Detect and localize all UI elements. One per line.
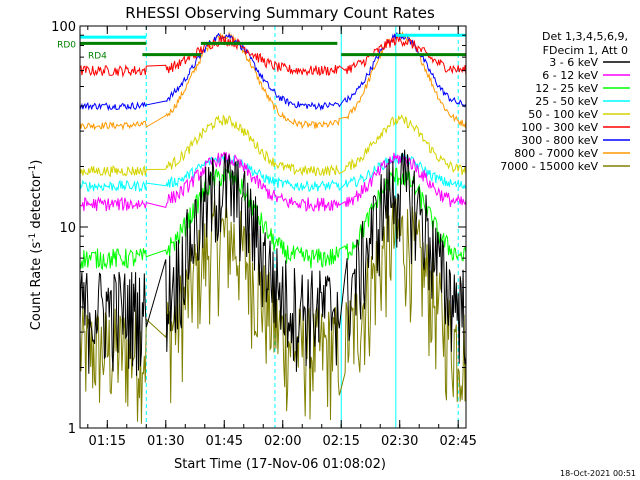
series-line xyxy=(79,149,467,376)
y-axis-label-part: detector xyxy=(29,173,44,233)
axes: 1 10 100 01:15 01:30 01:45 02:00 02:15 02:30 02:4… xyxy=(51,20,477,449)
legend-entry-label: 6 - 12 keV xyxy=(542,69,598,82)
x-tick-label: 01:45 xyxy=(206,434,243,449)
series-line xyxy=(79,30,467,131)
legend-entry-label: 800 - 7000 keV xyxy=(514,147,598,160)
legend-header: Det 1,3,4,5,6,9, xyxy=(542,30,628,43)
x-tick-label: 02:45 xyxy=(439,434,476,449)
legend-entry-label: 3 - 6 keV xyxy=(549,56,598,69)
legend: Det 1,3,4,5,6,9,FDecim 1, Att 03 - 6 keV… xyxy=(500,30,630,173)
x-tick-label: 01:15 xyxy=(89,434,126,449)
x-tick-label: 01:30 xyxy=(147,434,184,449)
y-axis-label: Count Rate (s-1 detector-1) xyxy=(28,160,44,331)
series-line xyxy=(79,34,467,78)
x-tick-label: 02:15 xyxy=(322,434,359,449)
x-tick-label: 02:00 xyxy=(264,434,301,449)
x-axis-label: Start Time (17-Nov-06 01:08:02) xyxy=(174,457,386,472)
y-tick-label: 10 xyxy=(59,221,76,236)
series-line xyxy=(79,114,467,178)
y-axis-label-part: ) xyxy=(29,160,44,165)
legend-entry-label: 7000 - 15000 keV xyxy=(500,160,598,173)
legend-header: FDecim 1, Att 0 xyxy=(543,44,628,57)
series-line xyxy=(80,151,467,213)
y-axis-label-sup: -1 xyxy=(28,233,38,242)
series-line xyxy=(79,153,467,193)
rd4-label: RD4 xyxy=(88,52,107,62)
y-axis-label-part: Count Rate (s xyxy=(29,242,44,331)
chart-title: RHESSI Observing Summary Count Rates xyxy=(125,4,435,22)
timestamp: 18-Oct-2021 00:51 xyxy=(560,469,636,478)
y-tick-label: 100 xyxy=(51,20,76,35)
x-tick-label: 02:30 xyxy=(381,434,418,449)
legend-entry-label: 25 - 50 keV xyxy=(535,95,598,108)
plot-area: RD0 RD4 xyxy=(57,26,467,428)
rd0-label: RD0 xyxy=(57,40,76,50)
legend-entry-label: 300 - 800 keV xyxy=(521,134,598,147)
y-axis-label-sup: -1 xyxy=(28,165,38,174)
legend-entry-label: 12 - 25 keV xyxy=(535,82,598,95)
legend-entry-label: 100 - 300 keV xyxy=(521,121,598,134)
legend-entry-label: 50 - 100 keV xyxy=(528,108,598,121)
y-tick-label: 1 xyxy=(68,422,76,437)
